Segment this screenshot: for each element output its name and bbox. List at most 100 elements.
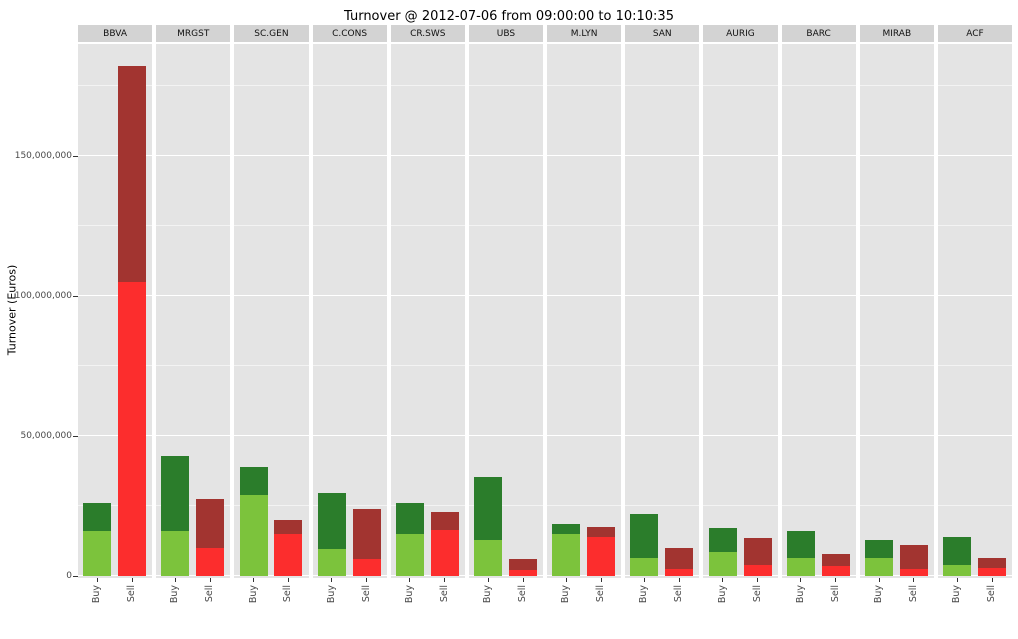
gridline-major [859,295,934,296]
facet-strip: BBVA [78,25,153,42]
gridline-minor [937,85,1013,86]
gridline-major [937,435,1013,436]
facet-panel [468,44,544,578]
gridline-major [234,575,309,576]
gridline-minor [390,365,465,366]
gridline-major [625,295,700,296]
bar-segment-dark_red [118,66,147,282]
x-tick-label-sell: Sell [907,585,919,603]
gridline-minor [937,505,1013,506]
bar-segment-light_green [786,557,815,576]
facet-cr.sws: CR.SWS Buy Sell [390,25,465,622]
x-tick-label-buy: Buy [560,585,572,604]
bar-segment-bright_red [274,534,303,576]
gridline-minor [703,85,778,86]
gridline-minor [78,505,153,506]
gridline-minor [78,365,153,366]
x-tick-label-sell: Sell [126,585,138,603]
gridline-major [937,575,1013,576]
facet-san: SAN Buy Sell [625,25,700,622]
gridline-major [937,295,1013,296]
gridline-minor [625,365,700,366]
gridline-minor [234,365,309,366]
x-tick-mark [287,578,289,582]
gridline-major [781,575,856,576]
bar-segment-light_green [161,531,190,576]
bar-segment-bright_red [743,564,772,576]
bar-sell [665,548,694,576]
facet-panel [781,44,856,578]
x-tick-label-sell: Sell [517,585,528,603]
bar-buy [474,476,503,576]
facet-ubs: UBS Buy Sell [468,25,544,622]
gridline-minor [234,505,309,506]
facet-bbva: BBVA Buy Sell [78,25,153,622]
facet-strip: MIRAB [859,25,934,42]
gridline-major [78,155,153,156]
x-tick-label-sell: Sell [438,585,450,603]
gridline-minor [468,505,544,506]
x-tick-mark [522,578,524,582]
x-tick-label-sell: Sell [751,585,763,603]
gridline-major [468,435,544,436]
bar-segment-dark_green [786,531,815,558]
gridline-minor [156,505,231,506]
bar-segment-light_green [474,539,503,576]
gridline-major [234,435,309,436]
gridline-major [703,295,778,296]
gridline-major [156,575,231,576]
bar-segment-dark_green [552,524,581,534]
x-tick-mark [131,578,133,582]
bar-segment-dark_red [352,508,381,560]
x-tick-label-buy: Buy [638,585,650,604]
x-tick-label-buy: Buy [794,585,806,604]
x-tick-mark [956,578,958,582]
x-axis-labels: Buy Sell [547,578,621,622]
bar-buy [239,466,268,576]
bar-buy [943,536,972,576]
facet-strip: C.CONS [312,25,387,42]
x-tick-mark [600,578,602,582]
x-tick-mark [757,578,759,582]
gridline-minor [390,505,465,506]
bar-segment-light_green [83,531,112,576]
bar-sell [274,520,303,576]
x-tick-mark [331,578,333,582]
gridline-major [703,575,778,576]
facet-strip: UBS [468,25,544,42]
bar-buy [317,493,346,576]
bar-sell [587,527,616,576]
gridline-minor [312,365,387,366]
gridline-minor [859,365,934,366]
gridline-major [937,155,1013,156]
bar-segment-light_green [708,552,737,576]
x-tick-mark [722,578,724,582]
gridline-minor [625,85,700,86]
bar-segment-bright_red [509,570,537,576]
bar-segment-dark_green [161,455,190,532]
x-tick-label-buy: Buy [169,585,181,604]
facet-strip: AURIG [703,25,778,42]
gridline-major [547,435,622,436]
facet-sc.gen: SC.GEN Buy Sell [234,25,309,622]
x-tick-mark [878,578,880,582]
gridline-minor [390,225,465,226]
bar-buy [552,524,581,576]
facet-strip: BARC [781,25,856,42]
bar-segment-dark_green [83,503,112,532]
x-tick-mark [366,578,368,582]
gridline-minor [156,225,231,226]
bar-segment-dark_red [821,553,850,567]
gridline-major [78,575,153,576]
gridline-minor [781,85,856,86]
facet-c.cons: C.CONS Buy Sell [312,25,387,622]
y-tick-mark [73,296,78,297]
bar-buy [83,503,112,576]
gridline-minor [78,85,153,86]
bar-sell [899,545,928,576]
x-tick-label-sell: Sell [829,585,841,603]
bar-sell [743,538,772,576]
gridline-minor [781,505,856,506]
gridline-major [859,435,934,436]
bar-segment-bright_red [821,566,850,576]
